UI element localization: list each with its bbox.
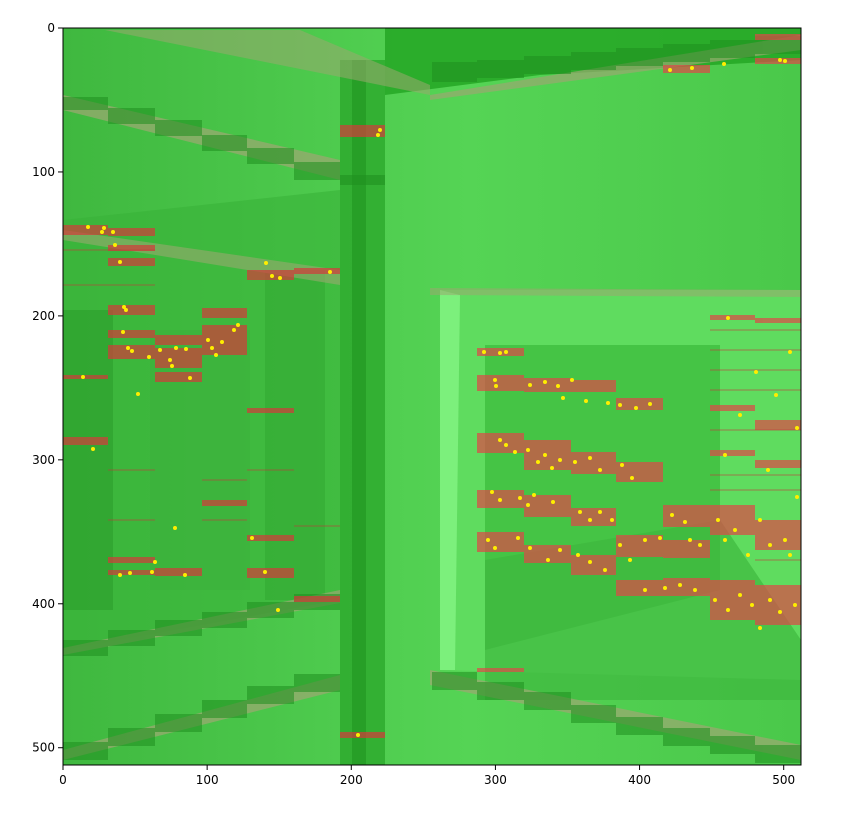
horizontal-streaks	[63, 249, 801, 561]
pillar-shade	[352, 60, 366, 765]
image-frame	[62, 27, 802, 766]
doorway-frame-bright	[440, 290, 460, 670]
red-overlay-right	[477, 34, 801, 672]
beam-door-top	[430, 288, 801, 297]
y-tick-label: 100	[32, 165, 55, 179]
x-tick-label: 300	[484, 773, 507, 787]
x-axis: 0 100 200 300 400 500	[59, 765, 795, 787]
y-tick-label: 500	[32, 741, 55, 755]
left-door-2	[150, 330, 250, 590]
inner-room-floor	[485, 520, 801, 700]
y-axis: 0 100 200 300 400 500	[32, 21, 63, 755]
x-tick-label: 500	[772, 773, 795, 787]
x-tick-label: 0	[59, 773, 67, 787]
y-tick-label: 400	[32, 597, 55, 611]
left-door-3	[265, 270, 325, 600]
keypoint-markers	[81, 58, 799, 737]
beam-top	[105, 30, 430, 95]
y-tick-label: 200	[32, 309, 55, 323]
x-tick-label: 400	[628, 773, 651, 787]
x-tick-label: 100	[196, 773, 219, 787]
image-area	[63, 28, 801, 765]
y-tick-label: 300	[32, 453, 55, 467]
left-door	[63, 310, 113, 610]
y-tick-label: 0	[47, 21, 55, 35]
stair-bands	[63, 36, 801, 763]
x-tick-label: 200	[340, 773, 363, 787]
